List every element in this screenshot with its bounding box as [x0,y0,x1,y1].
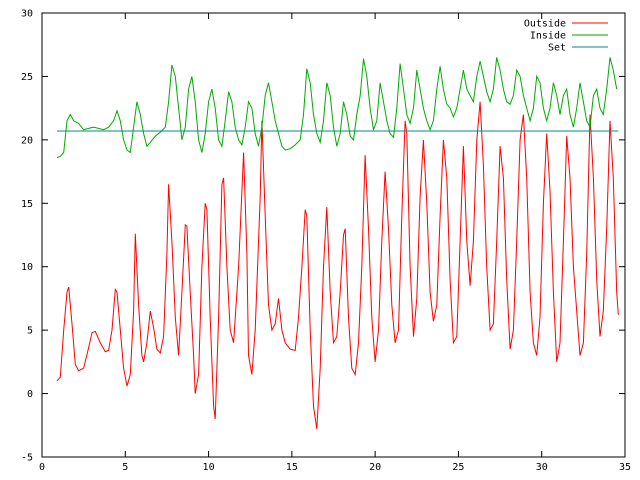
series-layer [56,57,619,430]
series-line-inside [56,57,618,159]
x-axis-ticks: 0 5 10 15 20 25 30 35 [39,13,631,473]
plot-frame [41,12,626,458]
y-tick-label: 30 [21,9,33,20]
y-tick-label: 15 [21,199,33,210]
legend-label-inside: Inside [530,31,566,42]
y-tick-label: 10 [21,262,33,273]
x-tick-label: 25 [452,462,464,473]
x-tick-label: 35 [619,462,631,473]
legend-label-outside: Outside [524,19,566,30]
x-tick-label: 0 [39,462,45,473]
y-tick-label: 20 [21,135,33,146]
x-tick-label: 10 [203,462,215,473]
x-tick-label: 5 [122,462,128,473]
x-tick-label: 20 [369,462,381,473]
y-axis-ticks: -5 0 5 10 15 20 25 30 [21,9,625,464]
y-tick-label: 25 [21,72,33,83]
x-tick-label: 15 [286,462,298,473]
y-tick-label: 5 [27,326,33,337]
legend-label-set: Set [548,43,566,54]
y-tick-label: -5 [21,453,33,464]
x-tick-label: 30 [536,462,548,473]
y-tick-label: 0 [27,389,33,400]
series-line-outside [56,101,619,430]
